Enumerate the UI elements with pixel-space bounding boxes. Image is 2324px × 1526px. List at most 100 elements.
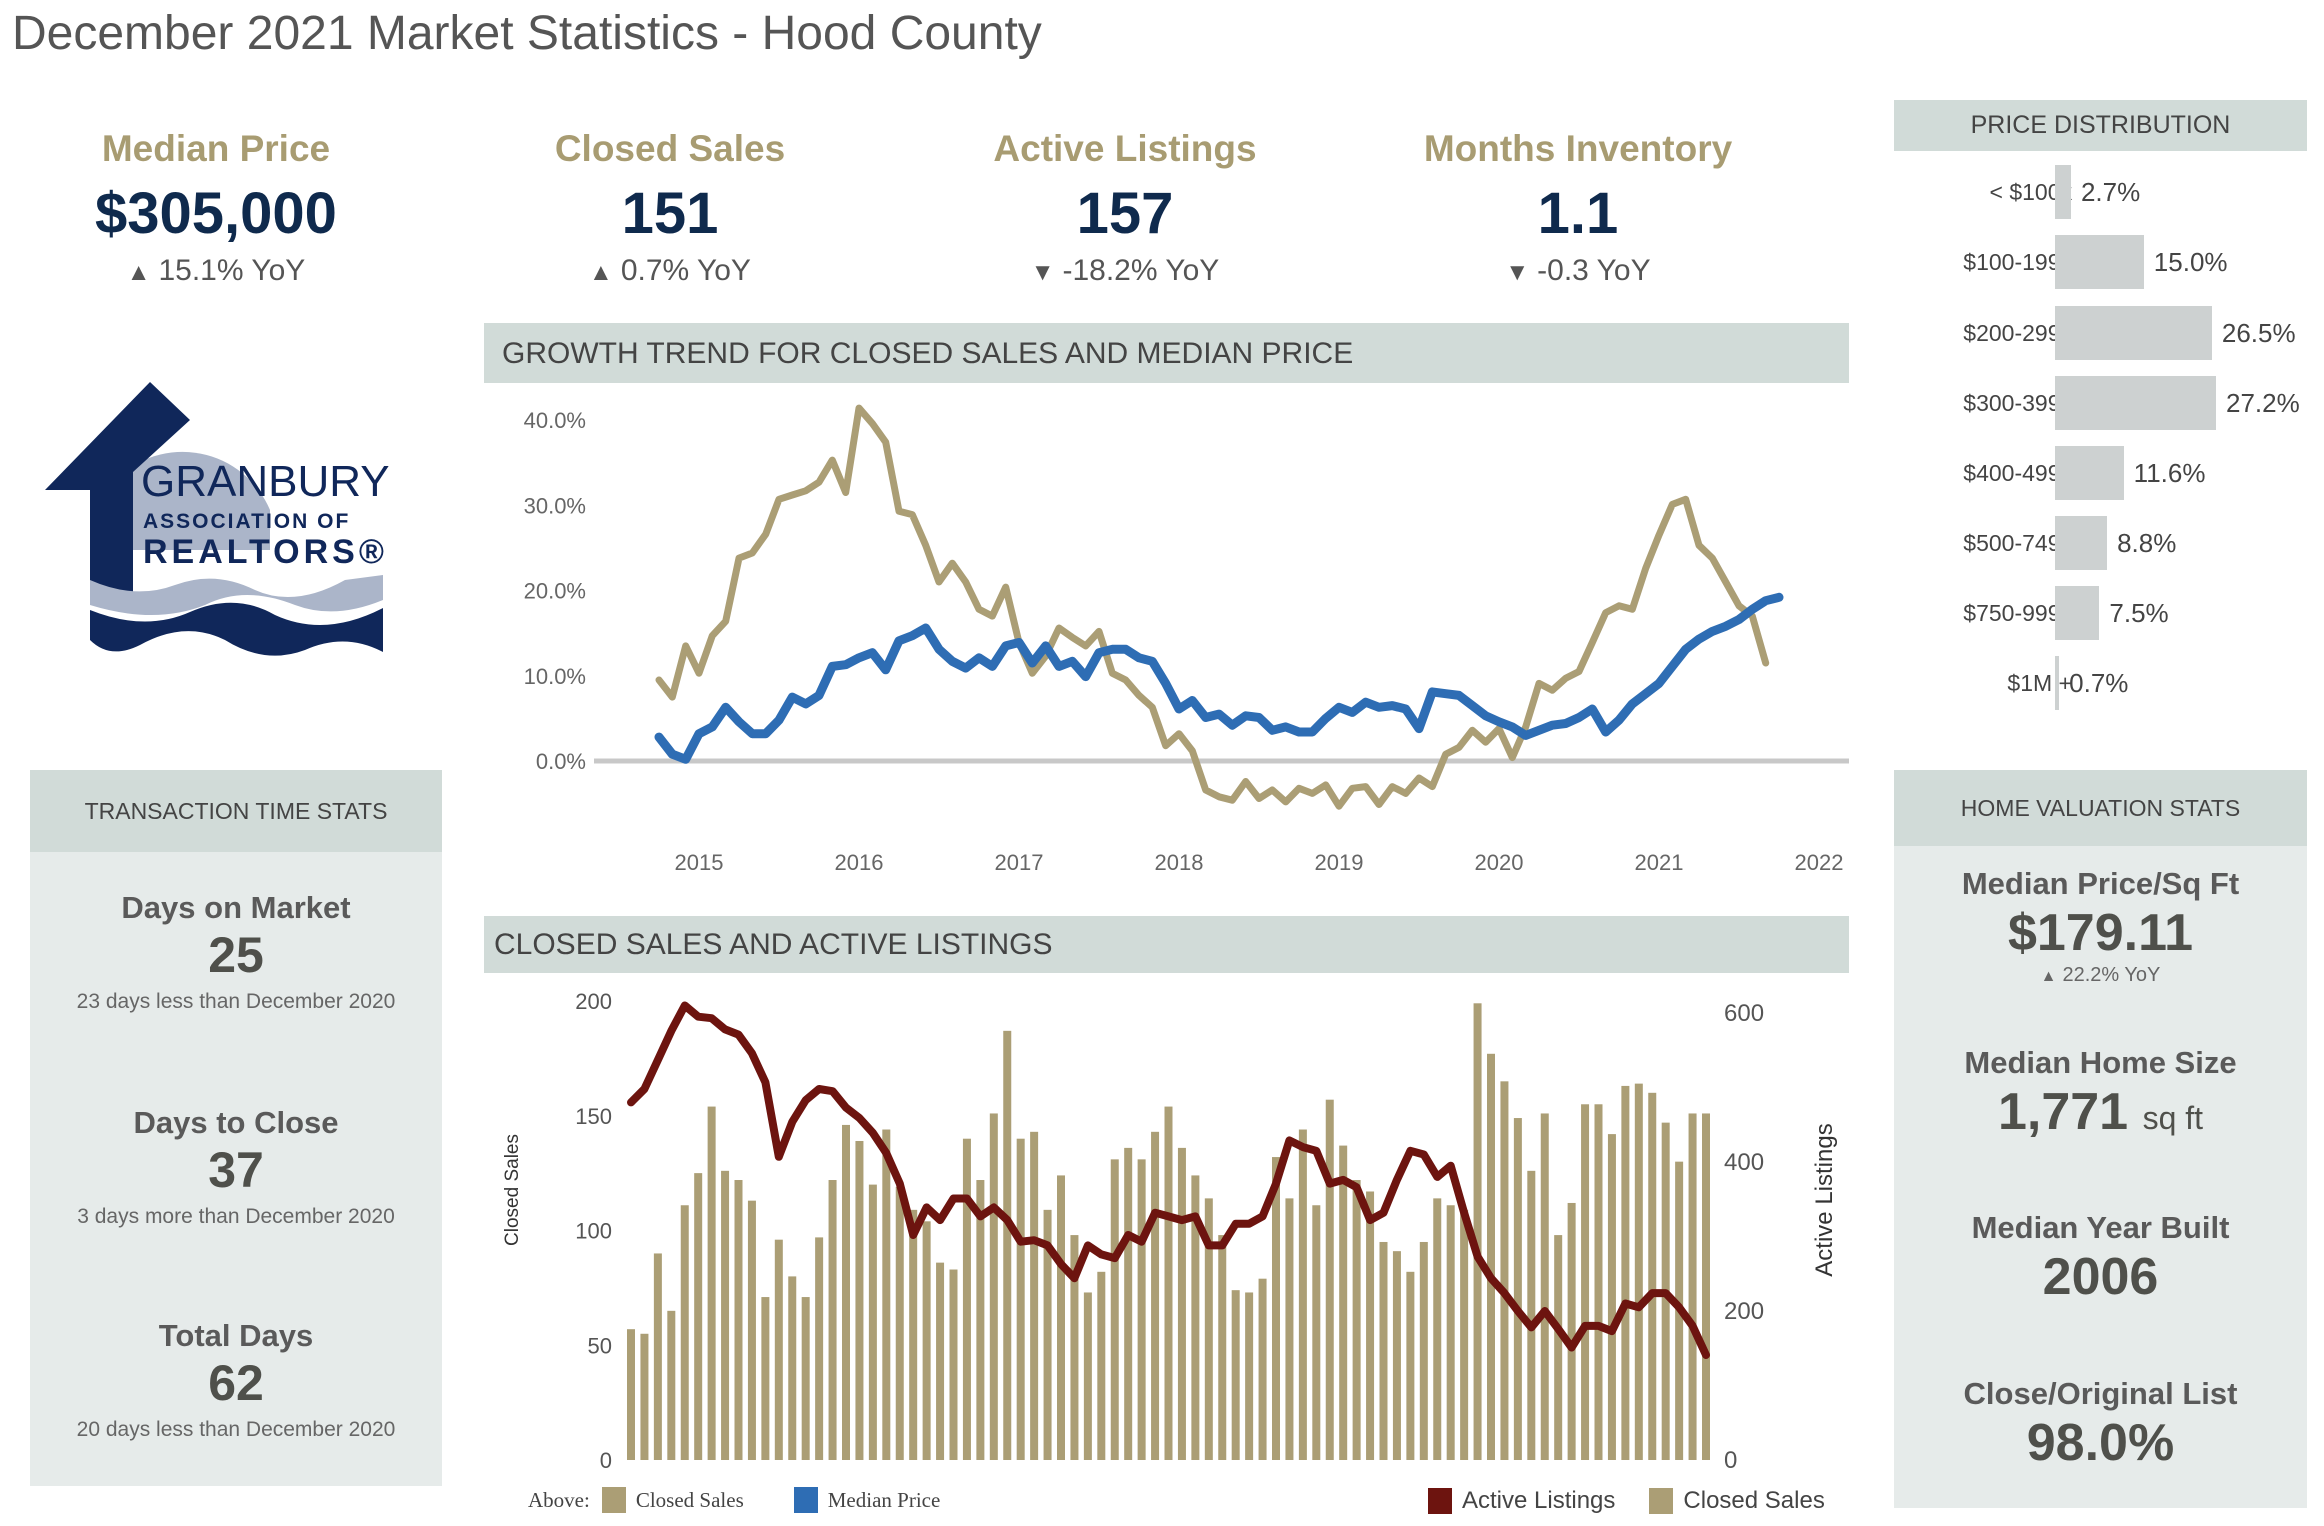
kpi-label: Active Listings [993,128,1257,169]
hv-label: Median Price/Sq Ft [1961,866,2240,901]
closed-sales-bar [788,1276,797,1460]
stat-total-days: Total Days 62 20 days less than December… [30,1318,442,1442]
closed-sales-bar [1110,1159,1119,1460]
x-tick-label: 2019 [1315,850,1364,875]
kpi-value: 151 [621,181,719,246]
closed-sales-bar [1285,1198,1294,1460]
kpi-value: 1.1 [1537,181,1619,246]
closed-sales-bar [1272,1157,1280,1460]
price-distribution-bar [2055,656,2060,710]
hv-label: Median Home Size [1964,1045,2237,1080]
hv-year-built: Median Year Built 2006 [1894,1210,2307,1308]
logo-text-realtors: REALTORS® [143,533,388,571]
legend-swatch-active-listings [1428,1488,1452,1514]
kpi-value: $305,000 [95,181,337,246]
hv-value: $179.11 [2007,904,2194,962]
closed-sales-bar [1688,1113,1697,1460]
y-left-axis-title: Closed Sales [502,1134,523,1246]
legend-swatch-closed-sales [1649,1488,1674,1514]
price-distribution-value: 27.2% [2226,388,2300,418]
kpi-yoy: -0.3 YoY [1537,254,1651,287]
closed-sales-bar [842,1124,850,1460]
closed-sales-bar [1218,1235,1227,1460]
closed-sales-bar [1487,1053,1495,1460]
closed-sales-bar [1540,1113,1549,1460]
stat-label: Days on Market [121,890,351,925]
closed-sales-bar [627,1329,635,1460]
closed-sales-active-listings-chart: 0 50 100 150 200 0 200 400 600 Closed Sales Active… [502,989,1838,1474]
price-distribution-row: $200-299k 26.5% [1894,306,2324,366]
x-tick-label: 2017 [995,850,1044,875]
series-line-closed-sales [655,404,1770,810]
closed-sales-bar [1325,1099,1334,1460]
stat-label: Total Days [158,1318,314,1353]
closed-sales-bar [1500,1081,1509,1460]
legend-label: Median Price [827,1487,941,1512]
price-distribution-value: 7.5% [2109,598,2169,628]
price-distribution-value: 26.5% [2221,318,2296,348]
down-arrow-icon: ▼ [1030,259,1055,286]
kpi-value: 157 [1076,181,1174,246]
growth-chart-header: GROWTH TREND FOR CLOSED SALES AND MEDIAN… [484,323,1849,383]
sales-listings-header: CLOSED SALES AND ACTIVE LISTINGS [484,916,1849,973]
stat-value: 62 [208,1355,264,1411]
y-tick-label: 10.0% [524,664,586,689]
legend-label: Closed Sales [635,1487,744,1512]
closed-sales-bar [1352,1180,1361,1460]
closed-sales-bar [721,1170,730,1460]
closed-sales-bar [1057,1175,1065,1460]
price-distribution-bar [2055,586,2100,640]
closed-sales-bar [747,1200,756,1460]
x-tick-label: 2016 [835,850,884,875]
closed-sales-bar [1527,1170,1536,1460]
closed-sales-bar [962,1138,971,1460]
price-distribution-value: 2.7% [2080,177,2141,207]
closed-sales-bar [667,1310,676,1460]
closed-sales-bar [1003,1030,1012,1460]
closed-sales-bar [1339,1145,1348,1460]
price-distribution-row: $500-749k 8.8% [1894,516,2324,576]
hv-unit: sq ft [2142,1100,2204,1136]
closed-sales-bar [882,1129,891,1460]
price-distribution-row: $100-199k 15.0% [1894,235,2324,295]
y-left-tick-label: 200 [575,989,612,1014]
stat-label: Days to Close [133,1105,339,1140]
y-tick-label: 0.0% [536,749,586,774]
closed-sales-bar [1634,1083,1643,1460]
kpi-label: Median Price [101,128,331,169]
closed-sales-bar [734,1180,743,1460]
x-tick-label: 2022 [1795,850,1844,875]
y-tick-label: 40.0% [524,408,586,433]
closed-sales-bar [1298,1129,1307,1460]
hv-close-original-list: Close/Original List 98.0% [1894,1376,2307,1474]
closed-sales-bar [1446,1205,1455,1460]
closed-sales-bar [1083,1292,1092,1460]
price-distribution-row: $750-999k 7.5% [1894,586,2324,646]
closed-sales-bar [1231,1290,1240,1460]
legend-label: Closed Sales [1683,1487,1825,1514]
kpi-months-inventory: Months Inventory 1.1 ▼ -0.3 YoY [1368,128,1788,288]
price-range-label: $300-399k [1963,390,2072,416]
closed-sales-bar [868,1184,877,1460]
price-range-label: $500-749k [1963,530,2072,556]
y-right-tick-label: 200 [1724,1298,1764,1325]
home-valuation-header: HOME VALUATION STATS [1894,770,2307,846]
closed-sales-bar [1702,1113,1710,1460]
y-right-tick-label: 0 [1724,1447,1737,1474]
closed-sales-bar [1245,1292,1254,1460]
price-range-label: $200-299k [1963,320,2072,346]
up-arrow-icon: ▲ [2040,968,2057,985]
legend-above-label: Above: [528,1487,590,1512]
closed-sales-bar [855,1140,864,1460]
kpi-closed-sales: Closed Sales 151 ▲ 0.7% YoY [460,128,880,288]
closed-sales-bar [1151,1131,1160,1460]
closed-sales-bar [1164,1106,1173,1460]
closed-sales-bar [707,1106,716,1460]
kpi-yoy: 15.1% YoY [158,254,306,287]
logo-text-granbury: GRANBURY [141,457,390,506]
price-distribution-row: $300-399k 27.2% [1894,376,2324,436]
closed-sales-bar [1594,1104,1603,1460]
price-distribution-bar [2055,446,2124,500]
hv-value: 98.0% [2026,1414,2175,1472]
closed-sales-bar [1030,1131,1039,1460]
